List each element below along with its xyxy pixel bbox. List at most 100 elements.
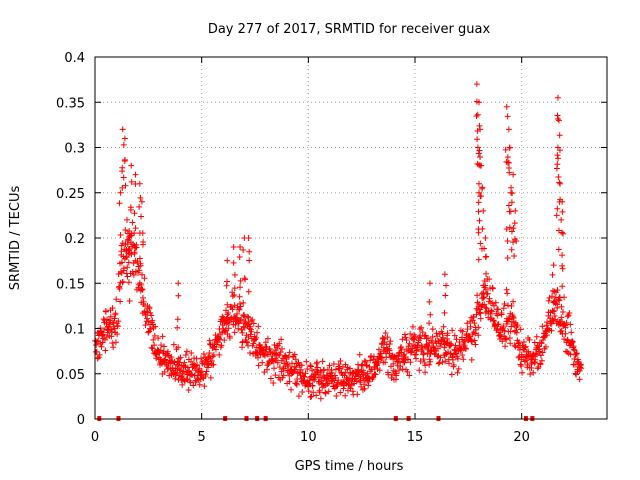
data-point [121, 135, 128, 142]
data-point [412, 333, 419, 340]
data-point [490, 317, 497, 324]
data-point [556, 132, 563, 139]
data-point [442, 292, 449, 299]
data-point [554, 152, 561, 159]
data-point [479, 185, 486, 192]
data-point [298, 362, 305, 369]
data-point [122, 182, 129, 189]
data-point [397, 363, 404, 370]
data-point [136, 255, 143, 262]
data-point [117, 189, 124, 196]
data-point [429, 326, 436, 333]
data-point [225, 325, 232, 332]
data-point [471, 320, 478, 327]
data-point [119, 184, 126, 191]
data-point [486, 276, 493, 283]
data-point [358, 383, 365, 390]
data-point [337, 389, 344, 396]
y-axis-label: SRMTID / TECUs [8, 186, 23, 291]
data-point [235, 325, 242, 332]
data-point [558, 314, 565, 321]
data-point [309, 367, 316, 374]
data-point [362, 359, 369, 366]
data-point [548, 327, 555, 334]
data-point [138, 285, 145, 292]
data-point [475, 256, 482, 263]
data-point [475, 150, 482, 157]
data-point [204, 364, 211, 371]
data-point [530, 369, 537, 376]
data-point [115, 318, 122, 325]
data-point [549, 287, 556, 294]
data-point [517, 326, 524, 333]
data-point [259, 359, 266, 366]
y-tick-label: 0.25 [56, 187, 85, 202]
data-point [570, 346, 577, 353]
data-point [512, 207, 519, 214]
data-point [230, 244, 237, 251]
data-point [426, 320, 433, 327]
data-point [480, 282, 487, 289]
data-point [499, 338, 506, 345]
data-point [427, 311, 434, 318]
data-point [111, 325, 118, 332]
data-point [538, 340, 545, 347]
data-point [361, 381, 368, 388]
data-point [149, 317, 156, 324]
data-point [210, 361, 217, 368]
data-point [326, 362, 333, 369]
data-point [444, 330, 451, 337]
x-tick-label: 15 [407, 430, 424, 445]
data-point [340, 385, 347, 392]
data-point [418, 324, 425, 331]
data-point [558, 216, 565, 223]
data-point [223, 282, 230, 289]
data-point [111, 315, 118, 322]
data-point [446, 360, 453, 367]
data-point [514, 322, 521, 329]
data-point [123, 254, 130, 261]
data-point [411, 351, 418, 358]
data-point [475, 324, 482, 331]
data-point [313, 360, 320, 367]
data-point [522, 343, 529, 350]
data-point [480, 207, 487, 214]
data-point [536, 346, 543, 353]
data-point [503, 103, 510, 110]
data-point [243, 339, 250, 346]
data-point [413, 355, 420, 362]
data-point [278, 345, 285, 352]
data-point [231, 329, 238, 336]
data-point [518, 351, 525, 358]
data-point [267, 375, 274, 382]
data-point [526, 336, 533, 343]
data-point [240, 323, 247, 330]
data-point [504, 113, 511, 120]
data-point [473, 81, 480, 88]
data-point [314, 359, 321, 366]
data-point [472, 341, 479, 348]
data-point [250, 340, 257, 347]
data-point [274, 359, 281, 366]
data-point [114, 323, 121, 330]
data-point [478, 162, 485, 169]
data-point [561, 336, 568, 343]
data-point [146, 304, 153, 311]
y-tick-label: 0.2 [64, 232, 85, 247]
data-point [408, 349, 415, 356]
data-point [138, 281, 145, 288]
data-point [569, 338, 576, 345]
data-point [130, 271, 137, 278]
data-point [475, 332, 482, 339]
data-point [488, 307, 495, 314]
data-point [136, 267, 143, 274]
data-point [372, 371, 379, 378]
data-point [117, 231, 124, 238]
data-point [406, 340, 413, 347]
data-point [305, 388, 312, 395]
data-point [376, 367, 383, 374]
y-tick-label: 0.35 [56, 96, 85, 111]
data-point [338, 369, 345, 376]
data-point [495, 321, 502, 328]
data-point [573, 371, 580, 378]
